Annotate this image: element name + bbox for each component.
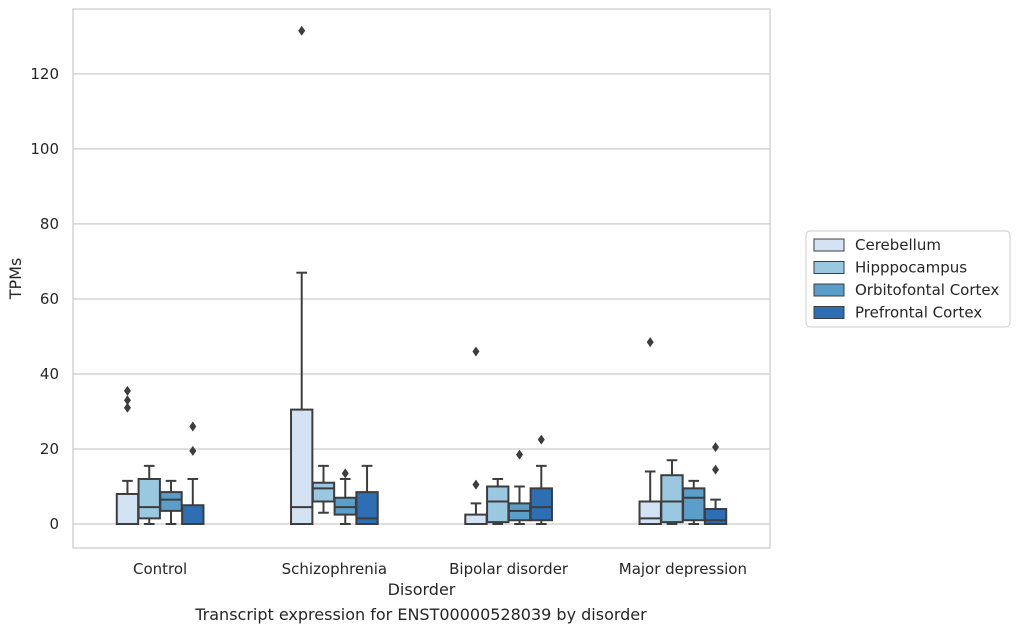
box-body [181,504,205,525]
box-body [115,492,140,525]
box-body [159,491,183,512]
legend-swatch [813,238,845,252]
box-orbitofontal-cortex-1 [333,468,357,525]
box-body [529,487,553,522]
box-orbitofontal-cortex-3 [682,479,706,525]
y-axis-label: TPMs [6,258,25,301]
chart-caption: Transcript expression for ENST0000052803… [195,605,647,624]
legend: Cerebellum Hipppocampus Orbitofontal Corte… [805,230,1011,328]
y-tick-label: 120 [30,65,59,83]
box-body [137,477,161,520]
y-tick-label: 100 [30,140,59,158]
outlier-point [516,449,524,460]
legend-label: Prefrontal Cortex [855,304,982,322]
x-tick-label: Control [133,560,187,578]
legend-swatch [813,261,845,274]
box-body [290,408,314,525]
box-hipppocampus-1 [311,464,336,514]
outlier-point [646,337,654,348]
legend-frame [805,230,1011,328]
outlier-point [472,346,480,357]
box-cerebellum-1 [290,25,314,525]
x-tick-label: Schizophrenia [282,560,387,578]
box-cerebellum-0 [115,385,140,525]
plot-frame [72,8,771,549]
box-body [660,474,684,524]
legend-label: Cerebellum [855,236,941,254]
outlier-point [189,421,197,432]
box-hipppocampus-2 [486,477,510,525]
y-tick-label: 0 [49,515,59,533]
outlier-point [298,25,306,36]
box-orbitofontal-cortex-2 [507,449,532,525]
box-body [682,487,706,522]
outlier-point [537,434,545,445]
outlier-point [123,395,131,406]
box-prefrontal-cortex-3 [703,442,728,525]
box-body [464,513,488,525]
y-tick-label: 20 [40,440,59,458]
box-body [638,500,662,525]
box-body [355,491,379,525]
box-body [311,481,336,503]
box-prefrontal-cortex-2 [529,434,553,525]
outlier-point [472,479,480,490]
outlier-point [123,402,131,413]
legend-label: Hipppocampus [855,259,967,277]
legend-swatch [813,283,845,297]
x-axis-label: Disorder [388,580,456,599]
outlier-point [123,385,131,396]
outlier-point [712,464,720,475]
legend-label: Orbitofontal Cortex [855,281,999,299]
x-tick-label: Major depression [619,560,747,578]
box-prefrontal-cortex-1 [355,464,379,525]
box-orbitofontal-cortex-0 [159,479,183,525]
box-cerebellum-3 [638,337,662,525]
outlier-point [712,442,720,453]
box-hipppocampus-3 [660,459,684,525]
x-tick-label: Bipolar disorder [449,560,569,578]
y-tick-label: 80 [40,215,59,233]
box-body [486,485,510,524]
legend-swatch [813,306,845,319]
outlier-point [341,468,349,479]
box-cerebellum-2 [464,346,488,525]
gridlines [73,73,770,525]
y-axis-ticks: 0 20 40 60 80 100 120 [30,65,59,533]
box-hipppocampus-0 [137,464,161,525]
box-body [703,507,728,525]
x-axis-ticks: Control Schizophrenia Bipolar disorder Majo… [133,560,747,578]
box-prefrontal-cortex-0 [181,421,205,525]
box-series [115,25,728,525]
y-tick-label: 60 [40,290,59,308]
y-tick-label: 40 [40,365,59,383]
outlier-point [189,445,197,456]
